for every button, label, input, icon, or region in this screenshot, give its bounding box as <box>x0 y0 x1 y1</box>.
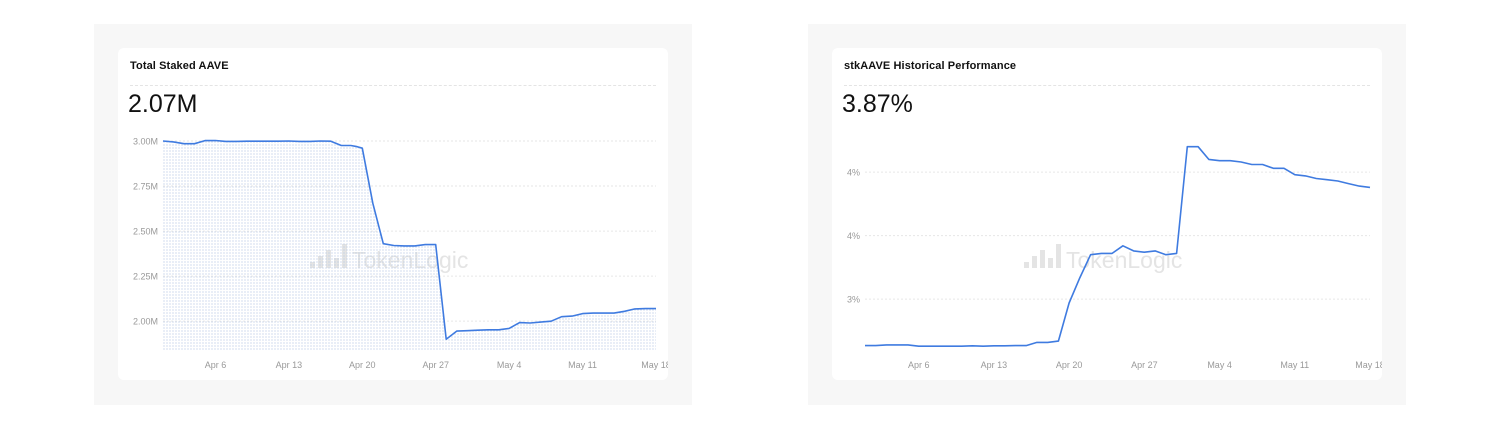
x-tick-label: Apr 13 <box>276 360 303 370</box>
card-title: Total Staked AAVE <box>130 60 229 72</box>
watermark-logo-icon <box>1040 250 1045 268</box>
y-tick-label: 3% <box>847 295 860 305</box>
series-line <box>865 145 1371 347</box>
kpi-value: 3.87% <box>842 90 913 118</box>
x-tick-label: May 4 <box>497 360 522 370</box>
chart-card: stkAAVE Historical Performance 3.87% 4% 4… <box>832 48 1382 380</box>
watermark-logo-icon <box>1024 262 1029 268</box>
watermark-logo-icon <box>1032 256 1037 268</box>
x-tick-label: Apr 20 <box>1056 360 1083 370</box>
x-tick-label: May 18 <box>641 360 668 370</box>
y-tick-label: 2.00M <box>133 317 158 327</box>
x-tick-label: Apr 6 <box>205 360 227 370</box>
y-tick-label: 2.25M <box>133 272 158 282</box>
x-tick-label: Apr 6 <box>908 360 930 370</box>
kpi-value: 2.07M <box>128 90 198 118</box>
x-tick-label: May 4 <box>1207 360 1232 370</box>
x-tick-label: May 11 <box>568 360 597 370</box>
chart-panel-historical-performance: stkAAVE Historical Performance 3.87% 4% 4… <box>808 24 1406 405</box>
card-title: stkAAVE Historical Performance <box>844 60 1017 72</box>
series-line <box>162 139 656 340</box>
line-chart: 4% 4% 3% TokenLogic Apr 6 Apr 13 Apr 20 Apr 27 M… <box>847 145 1382 370</box>
y-tick-label: 4% <box>847 168 860 178</box>
chart-panel-total-staked: Total Staked AAVE 2.07M 3.00M 2.75M 2.50M 2… <box>94 24 692 405</box>
x-tick-label: Apr 13 <box>981 360 1008 370</box>
x-tick-label: Apr 27 <box>1131 360 1158 370</box>
tokenlogic-watermark: TokenLogic <box>1024 244 1182 273</box>
x-tick-label: May 18 <box>1355 360 1382 370</box>
title-divider <box>130 85 656 86</box>
y-tick-label: 4% <box>847 231 860 241</box>
area-fill <box>163 140 656 350</box>
watermark-logo-icon <box>1056 244 1061 268</box>
watermark-logo-icon <box>1048 258 1053 268</box>
chart-card: Total Staked AAVE 2.07M 3.00M 2.75M 2.50M 2… <box>118 48 668 380</box>
y-tick-label: 3.00M <box>133 137 158 147</box>
x-tick-label: Apr 27 <box>422 360 449 370</box>
x-tick-label: May 11 <box>1280 360 1309 370</box>
watermark-text: TokenLogic <box>1066 247 1182 273</box>
y-tick-label: 2.75M <box>133 182 158 192</box>
y-tick-label: 2.50M <box>133 227 158 237</box>
x-tick-label: Apr 20 <box>349 360 376 370</box>
title-divider <box>844 85 1370 86</box>
